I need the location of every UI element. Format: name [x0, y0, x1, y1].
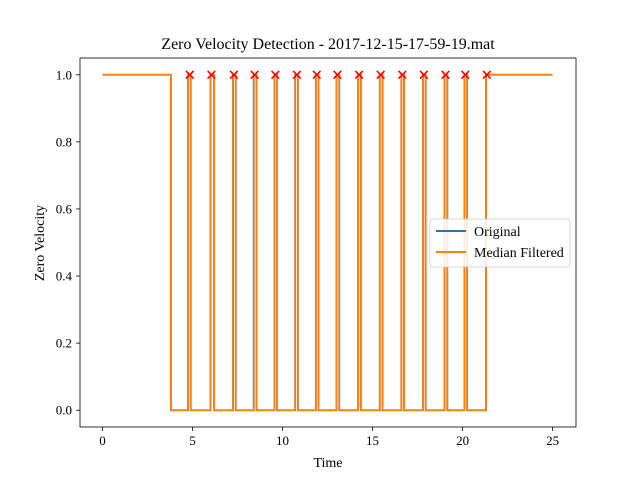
y-tick-label: 0.0 — [56, 403, 72, 418]
peak-marker — [229, 70, 239, 80]
y-tick-label: 0.8 — [56, 134, 72, 149]
peak-marker — [460, 70, 470, 80]
peak-marker — [419, 70, 429, 80]
y-tick-label: 1.0 — [56, 67, 72, 82]
peak-marker — [312, 70, 322, 80]
y-tick-label: 0.4 — [56, 269, 73, 284]
x-tick-label: 10 — [276, 433, 289, 448]
peak-marker — [441, 70, 450, 80]
plot-frame — [79, 57, 577, 428]
marker-layer — [185, 70, 492, 80]
series-line-median-filtered — [102, 73, 553, 412]
legend-label-original: Original — [474, 225, 521, 240]
x-tick-label: 0 — [99, 433, 106, 448]
y-axis-label: Zero Velocity — [33, 205, 48, 281]
chart-title: Zero Velocity Detection - 2017-12-15-17-… — [161, 36, 495, 53]
peak-marker — [333, 70, 342, 80]
x-axis: 0 5 10 15 20 25 — [99, 427, 559, 448]
x-tick-label: 20 — [456, 433, 469, 448]
legend-label-median-filtered: Median Filtered — [474, 246, 564, 261]
legend: Original Median Filtered — [429, 218, 571, 268]
x-tick-label: 5 — [189, 433, 196, 448]
peak-marker — [207, 70, 216, 80]
peak-marker — [482, 70, 492, 80]
peak-marker — [292, 70, 302, 80]
peak-marker — [185, 70, 195, 80]
peak-marker — [376, 70, 386, 80]
x-tick-label: 15 — [366, 433, 379, 448]
y-axis: 0.0 0.2 0.4 0.6 0.8 1.0 — [56, 67, 80, 418]
x-tick-label: 25 — [546, 433, 559, 448]
y-tick-label: 0.2 — [56, 336, 72, 351]
peak-marker — [270, 70, 280, 80]
peak-marker — [354, 70, 364, 80]
peak-marker — [397, 70, 407, 80]
x-axis-label: Time — [313, 456, 342, 471]
series-layer — [102, 73, 553, 412]
peak-marker — [250, 70, 260, 80]
y-tick-label: 0.6 — [56, 201, 73, 216]
